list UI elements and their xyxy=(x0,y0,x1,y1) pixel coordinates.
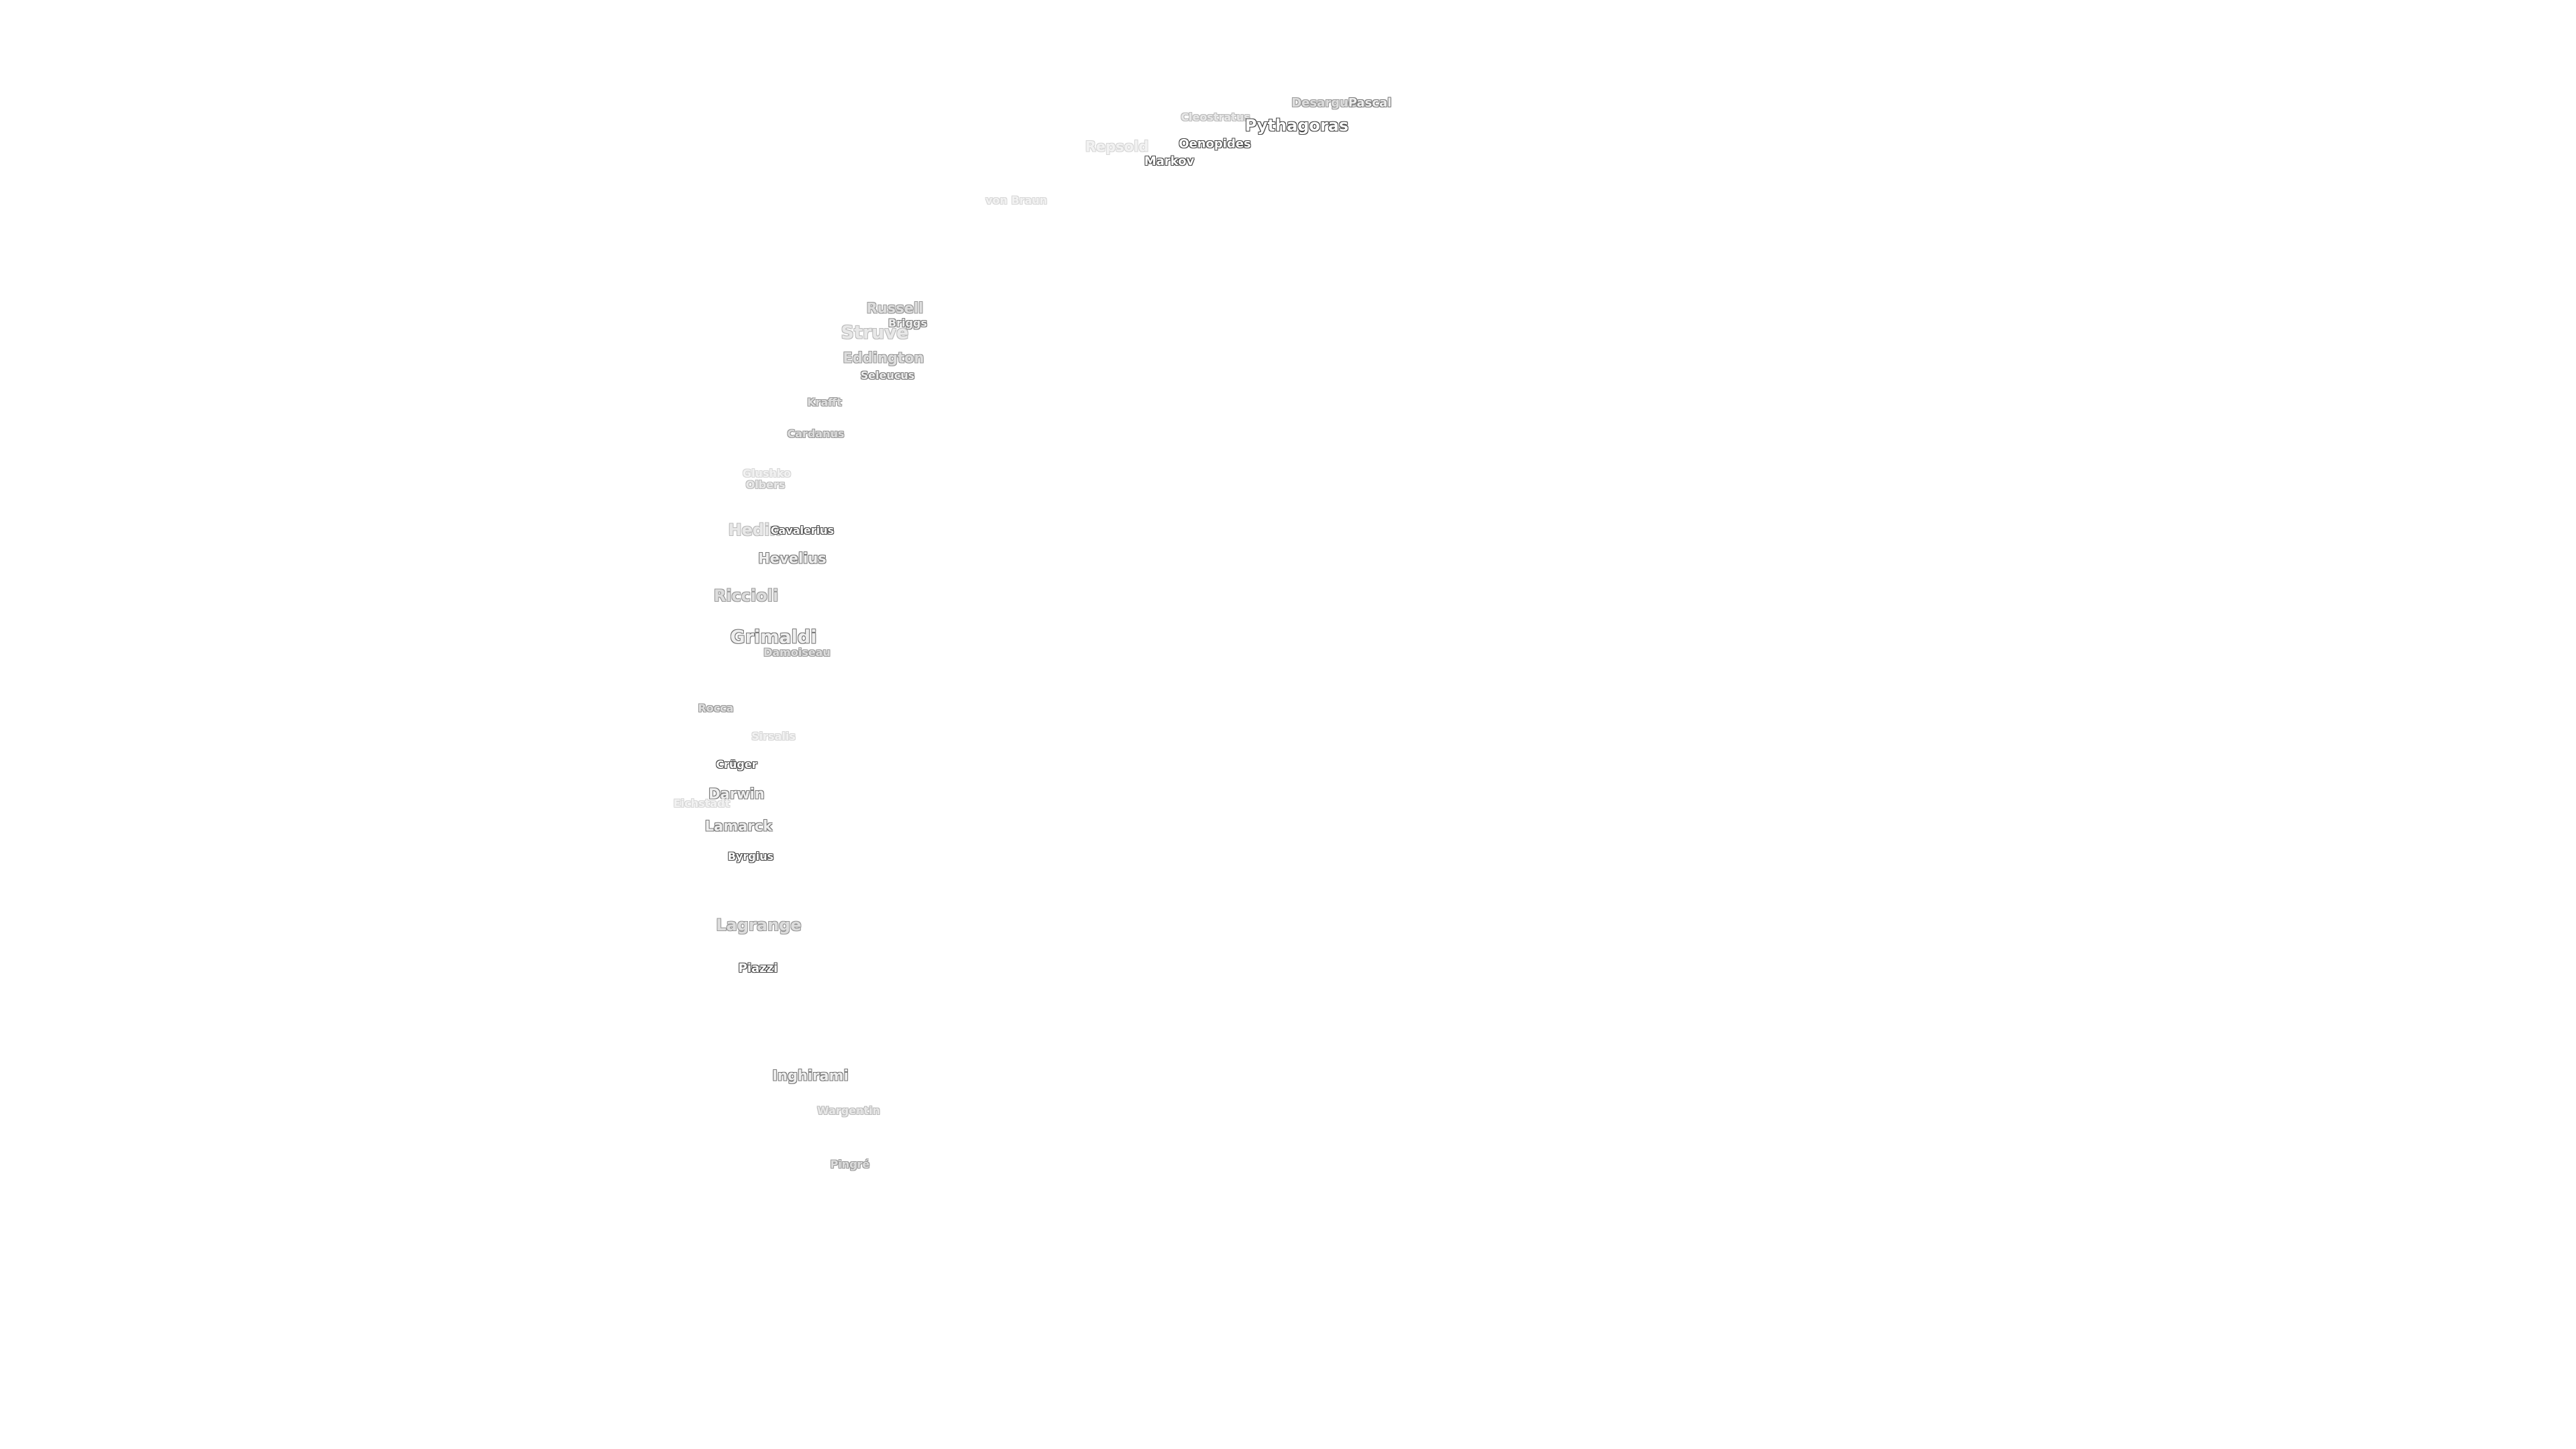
feature-label-oenopides[interactable]: Oenopides xyxy=(1179,137,1251,151)
feature-label-desargues[interactable]: Desargues xyxy=(1291,96,1364,110)
feature-label-seleucus[interactable]: Seleucus xyxy=(860,369,915,382)
feature-label-cleostratus[interactable]: Cleostratus xyxy=(1181,111,1250,123)
feature-label-piazzi[interactable]: Piazzi xyxy=(738,961,778,975)
feature-label-olbers[interactable]: Olbers xyxy=(745,478,786,491)
feature-label-repsold[interactable]: Repsold xyxy=(1085,138,1149,155)
feature-label-briggs[interactable]: Briggs xyxy=(888,317,927,329)
feature-label-byrgius[interactable]: Byrgius xyxy=(727,850,774,863)
feature-label-damoiseau[interactable]: Damoiseau xyxy=(763,646,830,659)
feature-label-lamarck[interactable]: Lamarck xyxy=(704,818,773,835)
feature-label-eichstadt[interactable]: Eichstadt xyxy=(673,797,731,810)
feature-label-russell[interactable]: Russell xyxy=(866,300,924,317)
feature-label-cavalerius[interactable]: Cavalerius xyxy=(770,524,835,537)
feature-label-markov[interactable]: Markov xyxy=(1144,154,1195,168)
feature-label-lagrange[interactable]: Lagrange xyxy=(716,916,802,934)
feature-label-cruger[interactable]: Crüger xyxy=(716,758,757,771)
feature-label-pythagoras[interactable]: Pythagoras xyxy=(1244,116,1349,135)
feature-label-pingre[interactable]: Pingré xyxy=(830,1158,870,1171)
feature-label-hedin[interactable]: Hedin xyxy=(728,521,782,539)
feature-label-cardanus[interactable]: Cardanus xyxy=(787,427,845,440)
feature-label-hevelius[interactable]: Hevelius xyxy=(758,550,826,567)
feature-label-darwin[interactable]: Darwin xyxy=(708,786,765,802)
feature-label-von-braun[interactable]: von Braun xyxy=(985,194,1048,207)
feature-label-pascal[interactable]: Pascal xyxy=(1348,96,1392,110)
feature-label-rocca[interactable]: Rocca xyxy=(698,702,734,714)
feature-label-eddington[interactable]: Eddington xyxy=(843,350,924,366)
feature-label-glushko[interactable]: Glushko xyxy=(742,467,792,480)
feature-label-wargentin[interactable]: Wargentin xyxy=(817,1104,880,1117)
feature-label-riccioli[interactable]: Riccioli xyxy=(713,586,779,605)
feature-label-krafft[interactable]: Krafft xyxy=(807,396,842,409)
feature-label-struve[interactable]: Struve xyxy=(841,322,909,343)
feature-label-grimaldi[interactable]: Grimaldi xyxy=(730,627,817,648)
feature-label-sirsalis[interactable]: Sirsalis xyxy=(751,730,796,743)
feature-label-inghirami[interactable]: Inghirami xyxy=(772,1067,849,1084)
